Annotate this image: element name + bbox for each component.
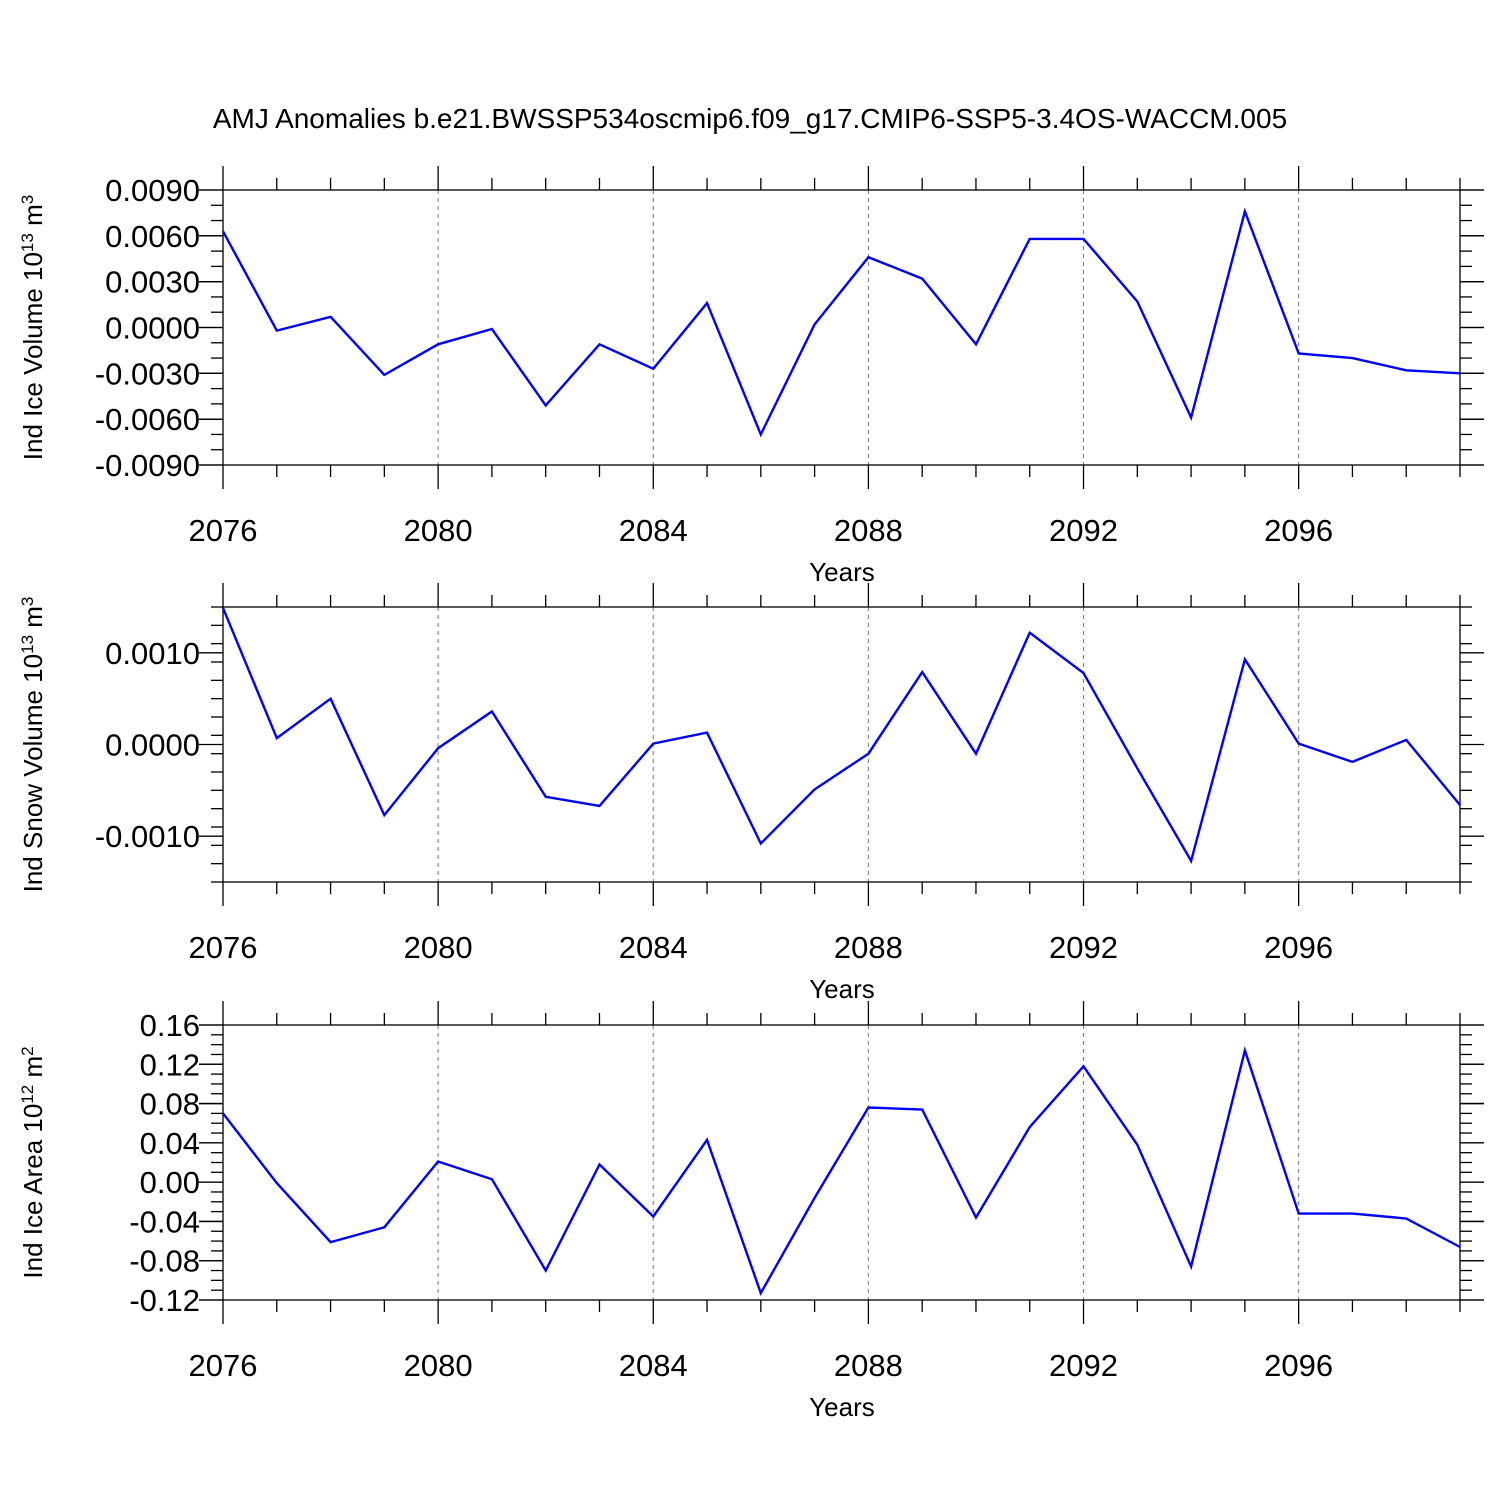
series-line (223, 211, 1460, 434)
series-line (223, 608, 1460, 861)
y-axis-label: Ind Snow Volume 1013 m3 (18, 597, 48, 893)
y-axis-label: Ind Ice Area 1012 m2 (18, 1046, 48, 1278)
plot-frame (223, 190, 1460, 465)
panels: -0.0090 -0.0060 -0.0030 0.0000 0.0030 0.0060 0… (18, 166, 1484, 1422)
y-tick-label: 0.00 (140, 1165, 200, 1200)
y-tick-label: -0.12 (129, 1283, 200, 1318)
y-tick-label: -0.0090 (95, 448, 200, 483)
y-axis-label-superscript: 3 (18, 597, 37, 606)
y-tick-label: 0.0030 (105, 265, 200, 300)
y-tick-label: -0.08 (129, 1244, 200, 1279)
y-tick-label: -0.0030 (95, 356, 200, 391)
x-axis-label: Years (809, 557, 875, 587)
y-tick-label: 0.0090 (105, 173, 200, 208)
y-tick-label: 0.04 (140, 1126, 200, 1161)
panel-2: -0.0010 0.0000 0.0010 2076 2080 2084 2088 2092 2… (18, 583, 1484, 1004)
x-tick-label: 2080 (404, 930, 473, 965)
y-tick-label: -0.04 (129, 1204, 200, 1239)
y-axis-label-superscript: 13 (18, 233, 37, 252)
panel-3: -0.12 -0.08 -0.04 0.00 0.04 0.08 0.12 0.16 2076 2… (18, 1001, 1484, 1422)
x-tick-label: 2096 (1264, 1348, 1333, 1383)
x-tick-label: 2084 (619, 930, 688, 965)
y-tick-label: 0.12 (140, 1047, 200, 1082)
x-tick-label: 2084 (619, 1348, 688, 1383)
y-axis-label-superscript: 3 (18, 195, 37, 204)
x-tick-label: 2088 (834, 1348, 903, 1383)
y-tick-label: 0.0000 (105, 728, 200, 763)
y-axis-label-superscript: 12 (18, 1085, 37, 1104)
x-axis-label: Years (809, 1392, 875, 1422)
y-tick-label: 0.0010 (105, 636, 200, 671)
x-tick-label: 2076 (189, 930, 258, 965)
y-axis-label-superscript: 13 (18, 635, 37, 654)
y-axis-label: Ind Ice Volume 1013 m3 (18, 195, 48, 460)
y-tick-label: -0.0010 (95, 819, 200, 854)
figure-title: AMJ Anomalies b.e21.BWSSP534oscmip6.f09_… (213, 103, 1287, 134)
series-line (223, 1051, 1460, 1294)
x-tick-label: 2088 (834, 930, 903, 965)
y-tick-label: 0.16 (140, 1008, 200, 1043)
y-axis-label-part: Ind Ice Volume 10 (18, 252, 48, 460)
y-axis-label-part: Ind Ice Area 10 (18, 1104, 48, 1279)
plot-frame (223, 607, 1460, 882)
y-tick-label: 0.0000 (105, 311, 200, 346)
x-tick-label: 2096 (1264, 513, 1333, 548)
x-tick-label: 2080 (404, 1348, 473, 1383)
x-tick-label: 2092 (1049, 1348, 1118, 1383)
plot-frame (223, 1025, 1460, 1300)
x-tick-label: 2092 (1049, 513, 1118, 548)
y-axis-label-superscript: 2 (18, 1046, 37, 1055)
y-axis-label-part: Ind Snow Volume 10 (18, 654, 48, 893)
y-tick-label: 0.08 (140, 1087, 200, 1122)
panel-1: -0.0090 -0.0060 -0.0030 0.0000 0.0030 0.0060 0… (18, 166, 1484, 587)
x-tick-label: 2076 (189, 1348, 258, 1383)
x-tick-label: 2092 (1049, 930, 1118, 965)
y-tick-label: 0.0060 (105, 219, 200, 254)
y-axis-label-part: m (18, 1056, 48, 1085)
y-axis-label-part: m (18, 606, 48, 635)
x-axis-label: Years (809, 974, 875, 1004)
x-tick-label: 2076 (189, 513, 258, 548)
y-tick-label: -0.0060 (95, 402, 200, 437)
y-axis-label-part: m (18, 204, 48, 233)
x-tick-label: 2084 (619, 513, 688, 548)
x-tick-label: 2080 (404, 513, 473, 548)
x-tick-label: 2088 (834, 513, 903, 548)
x-tick-label: 2096 (1264, 930, 1333, 965)
